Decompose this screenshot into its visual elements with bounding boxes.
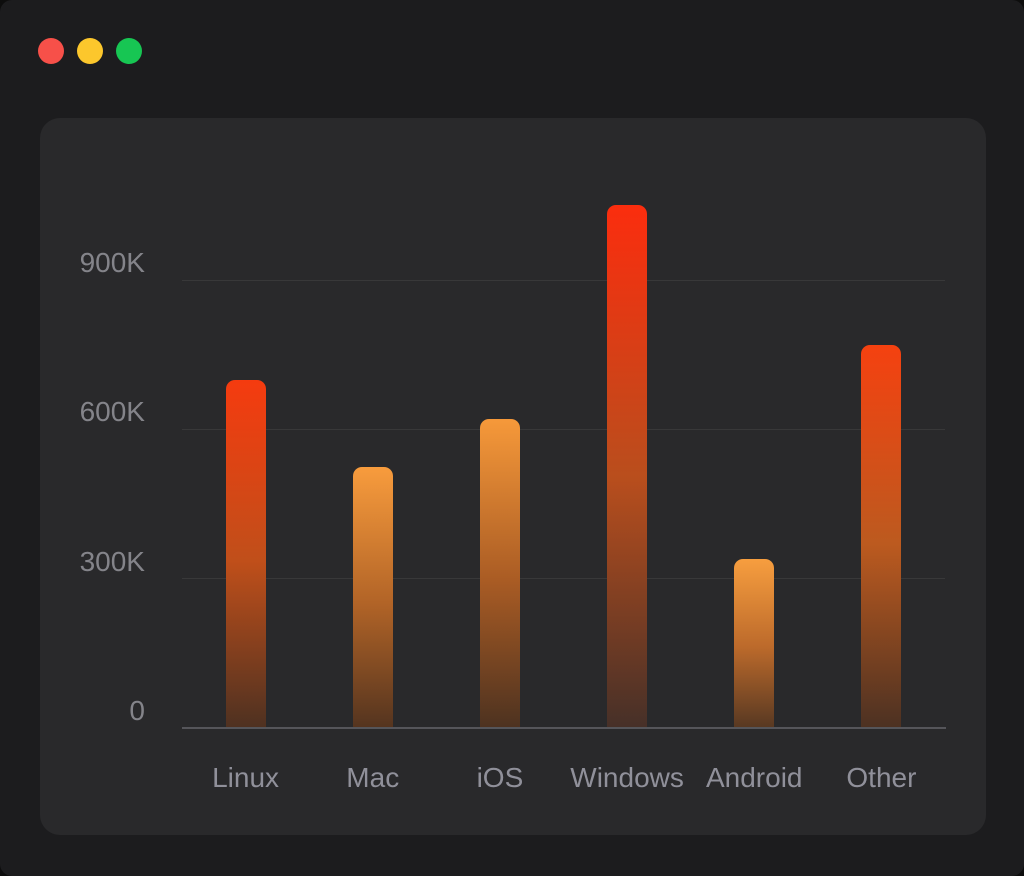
bar-other[interactable] [861,345,902,728]
minimize-button-icon[interactable] [77,38,103,64]
x-axis-label-other: Other [846,762,917,793]
x-axis-line [182,727,946,729]
x-axis-label-android: Android [705,762,803,793]
zoom-button-icon[interactable] [116,38,142,64]
y-tick-label: 600K [79,396,145,428]
x-axis-label-mac: Mac [346,762,400,793]
chart-card: 0 300K 600K 900K Linux Mac iOS Windows Android Ot… [40,118,986,835]
x-axis-label-ios: iOS [476,762,524,793]
bar-mac[interactable] [352,467,393,728]
window-controls [38,38,142,64]
y-tick-label: 900K [79,247,145,278]
x-axis-label-windows: Windows [570,762,684,793]
gridline [182,428,945,430]
x-axis-label-linux: Linux [212,762,280,793]
y-tick-label: 300K [79,545,145,577]
bar-linux[interactable] [225,380,266,728]
bar-android[interactable] [734,559,775,728]
gridline [182,578,945,580]
y-tick-label: 0 [129,695,145,726]
bar-windows[interactable] [607,205,648,728]
close-button-icon[interactable] [38,38,64,64]
bar-ios[interactable] [479,419,520,728]
gridline [182,279,945,281]
plot-area: 0 300K 600K 900K Linux Mac iOS Windows Android Ot… [40,118,986,835]
